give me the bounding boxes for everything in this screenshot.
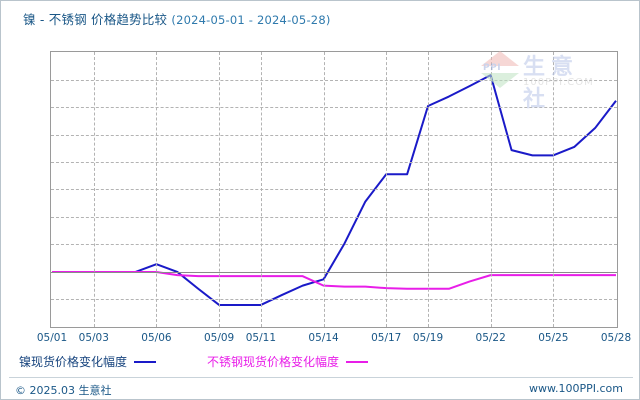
- copyright-text: © 2025.03 生意社: [15, 384, 112, 397]
- horizontal-gridline: [51, 107, 617, 109]
- legend-item-nickel[interactable]: 镍现货价格变化幅度: [19, 353, 157, 370]
- page-title: 镍 - 不锈钢 价格趋势比较 (2024-05-01 - 2024-05-28): [23, 9, 331, 28]
- vertical-gridline: [553, 52, 555, 327]
- x-axis-tick-label: 05/22: [475, 332, 506, 344]
- horizontal-gridline: [51, 216, 617, 218]
- series-line-nickel: [52, 74, 617, 306]
- x-axis-tick-label: 05/25: [538, 332, 569, 344]
- horizontal-gridline: [51, 79, 617, 81]
- horizontal-gridline: [51, 299, 617, 301]
- vertical-gridline: [386, 52, 388, 327]
- title-date-range: (2024-05-01 - 2024-05-28): [171, 13, 331, 27]
- vertical-gridline: [490, 52, 492, 327]
- x-axis-tick-label: 05/17: [371, 332, 402, 344]
- legend-label-nickel: 镍现货价格变化幅度: [19, 355, 128, 369]
- x-axis-tick-label: 05/28: [600, 332, 632, 344]
- plot-area: [50, 51, 618, 328]
- horizontal-gridline: [51, 134, 617, 136]
- series-line-stainless-steel: [52, 270, 616, 290]
- horizontal-gridline: [51, 162, 617, 164]
- vertical-gridline: [260, 52, 262, 327]
- vertical-gridline: [156, 52, 158, 327]
- vertical-gridline: [93, 52, 95, 327]
- x-axis-tick-label: 05/03: [78, 332, 109, 344]
- vertical-gridline: [219, 52, 221, 327]
- horizontal-gridline: [51, 244, 617, 246]
- site-url[interactable]: www.100PPI.com: [529, 382, 623, 395]
- zero-reference-line: [51, 271, 617, 273]
- x-axis-tick-label: 05/14: [308, 332, 339, 344]
- x-axis-tick-label: 05/06: [141, 332, 172, 344]
- vertical-gridline: [323, 52, 325, 327]
- title-text: 镍 - 不锈钢 价格趋势比较: [23, 12, 168, 27]
- x-axis-tick-label: 05/01: [36, 332, 68, 344]
- legend-swatch-nickel: [134, 360, 157, 363]
- legend-swatch-stainless-steel: [346, 360, 369, 363]
- legend-label-stainless-steel: 不锈钢现货价格变化幅度: [207, 355, 340, 369]
- footer-divider: [9, 377, 633, 378]
- chart-legend: 镍现货价格变化幅度 不锈钢现货价格变化幅度: [1, 353, 640, 375]
- x-axis-tick-label: 05/11: [245, 332, 277, 344]
- x-axis-tick-label: 05/09: [203, 332, 235, 344]
- vertical-gridline: [428, 52, 429, 327]
- x-axis-tick-label: 05/19: [412, 332, 444, 344]
- horizontal-gridline: [51, 189, 617, 191]
- legend-item-stainless-steel[interactable]: 不锈钢现货价格变化幅度: [207, 353, 369, 370]
